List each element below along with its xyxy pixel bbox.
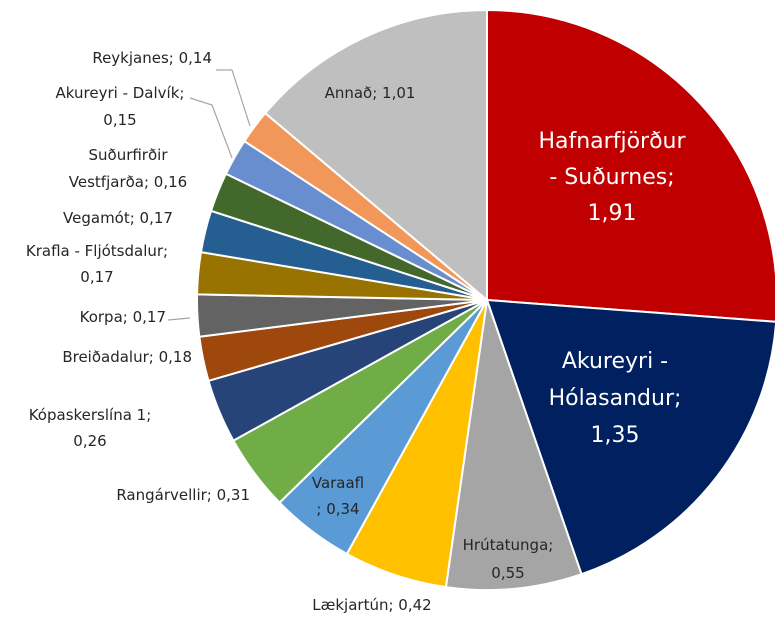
data-label-line: Hafnarfjörður	[538, 129, 686, 154]
data-label: Lækjartún; 0,42	[312, 596, 431, 614]
pie-slice	[263, 8, 488, 303]
data-label: Breiðadalur; 0,18	[62, 348, 192, 366]
data-label: Reykjanes; 0,14	[92, 49, 212, 67]
data-label-line: Hólasandur;	[549, 386, 682, 411]
data-label-line: Rangárvellir; 0,31	[116, 486, 250, 504]
data-label: Hafnarfjörður - Suðurnes; 1,91	[538, 129, 686, 226]
data-label-line: ; 0,34	[316, 500, 359, 518]
data-label-line: Reykjanes; 0,14	[92, 49, 212, 67]
data-label-line: Lækjartún; 0,42	[312, 596, 431, 614]
data-label: Kópaskerslína 1; 0,26	[29, 406, 152, 450]
data-label: Varaafl ; 0,34	[312, 474, 364, 518]
data-label-line: - Suðurnes;	[549, 165, 674, 190]
data-label-line: Breiðadalur; 0,18	[62, 348, 192, 366]
data-label: Rangárvellir; 0,31	[116, 486, 250, 504]
data-label-line: 0,17	[80, 268, 113, 286]
data-label-line: 1,35	[591, 423, 640, 448]
pie-slice	[485, 298, 775, 576]
data-label-line: Akureyri -	[562, 349, 668, 374]
data-label: Korpa; 0,17	[80, 308, 166, 326]
pie-slice	[486, 8, 775, 323]
data-label-line: Varaafl	[312, 474, 364, 492]
data-label: Suðurfirðir Vestfjarða; 0,16	[69, 146, 187, 191]
data-label: Akureyri - Dalvík; 0,15	[56, 84, 185, 129]
data-label-line: Akureyri - Dalvík;	[56, 84, 185, 102]
data-label: Annað; 1,01	[325, 84, 416, 102]
data-label-line: Vegamót; 0,17	[63, 209, 173, 227]
pie-slice	[444, 299, 583, 591]
data-label-line: Kópaskerslína 1;	[29, 406, 152, 424]
leader-line	[189, 97, 233, 159]
data-label-line: 0,26	[73, 432, 106, 450]
data-label: Akureyri - Hólasandur; 1,35	[549, 349, 682, 448]
data-label-line: 0,55	[491, 564, 524, 582]
data-label-line: 1,91	[588, 201, 637, 226]
leader-line	[216, 69, 251, 127]
data-label-line: Annað; 1,01	[325, 84, 416, 102]
data-label-line: Korpa; 0,17	[80, 308, 166, 326]
data-label: Krafla - Fljótsdalur; 0,17	[26, 242, 168, 286]
data-label-line: Krafla - Fljótsdalur;	[26, 242, 168, 260]
data-label: Hrútatunga; 0,55	[463, 536, 554, 582]
data-label-line: Vestfjarða; 0,16	[69, 173, 187, 191]
data-label-line: Suðurfirðir	[88, 146, 168, 164]
data-label: Vegamót; 0,17	[63, 209, 173, 227]
data-label-line: Hrútatunga;	[463, 536, 554, 554]
data-label-line: 0,15	[103, 111, 136, 129]
leader-line	[167, 317, 191, 321]
